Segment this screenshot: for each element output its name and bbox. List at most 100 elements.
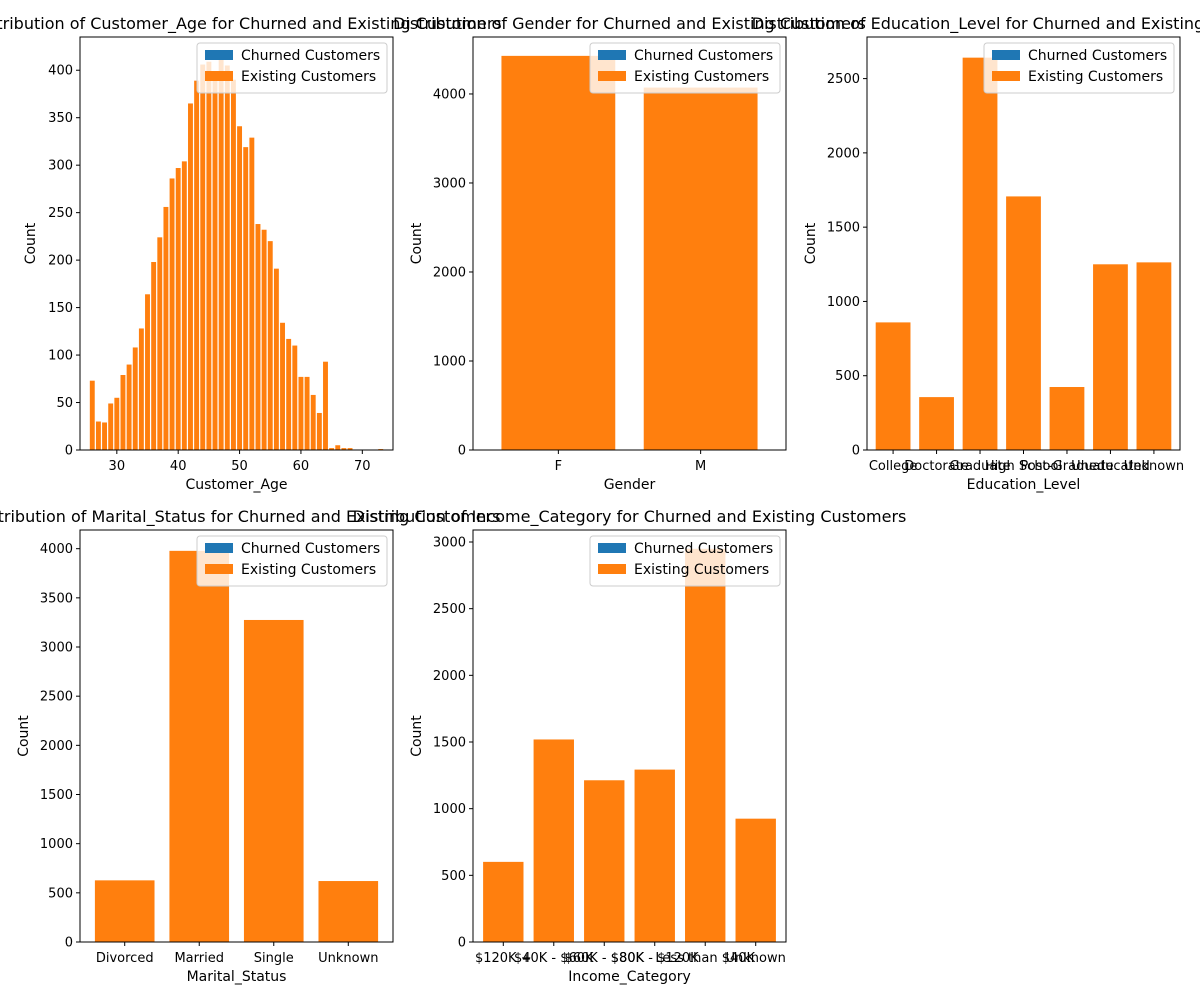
legend-swatch-existing [205,564,233,574]
chart-title: Distribution of Education_Level for Chur… [752,14,1200,34]
y-axis-label: Count [16,715,32,757]
legend-swatch-churned [205,50,233,60]
chart-title: Distribution of Customer_Age for Churned… [0,14,502,34]
bar-existing [685,548,726,942]
bar-existing [243,147,249,450]
x-tick-label: $60K - $80K [564,951,644,966]
bar-existing [292,345,298,450]
bar-existing [230,79,236,450]
x-axis-label: Education_Level [967,477,1081,493]
bar-existing [163,206,169,450]
y-tick-label: 1000 [827,295,860,310]
bars [875,57,1172,450]
chart-title: Distribution of Gender for Churned and E… [393,14,866,33]
bar-existing [643,87,758,450]
y-tick-label: 2000 [433,265,466,280]
y-tick-label: 2000 [433,669,466,684]
x-axis-label: Gender [604,477,656,493]
x-tick-label: F [555,459,562,474]
y-tick-label: 0 [852,444,860,459]
legend-box [589,535,781,587]
bar-existing [735,818,776,942]
bar-existing [102,422,107,450]
legend: Churned Customers Existing Customers [196,535,388,587]
x-tick-label: M [695,459,706,474]
bars [89,57,384,450]
legend-label-churned: Churned Customers [1028,48,1167,64]
y-axis-label: Count [409,222,425,264]
bar-existing [151,262,157,450]
y-tick-label: 500 [441,869,466,884]
bar-existing [261,229,267,450]
x-tick-label: Divorced [96,951,154,966]
legend-box [196,535,388,587]
chart-title: Distribution of Marital_Status for Churn… [0,507,500,527]
x-tick-label: $80K - $120K [611,951,699,966]
bar-existing [249,137,255,450]
bar-existing [298,376,304,450]
bar-existing [501,55,616,450]
bar-existing [483,861,524,942]
x-tick-label: College [869,459,918,474]
bar-existing [114,397,120,450]
legend: Churned Customers Existing Customers [589,42,781,94]
legend-label-churned: Churned Customers [241,541,380,557]
bar-existing [200,64,206,450]
bar-existing [273,268,279,450]
y-tick-label: 3000 [433,536,466,551]
legend-label-existing: Existing Customers [1028,69,1163,85]
bar-existing [962,57,998,450]
y-axis-label: Count [23,222,39,264]
bar-existing [169,178,175,450]
bar-existing [194,80,200,450]
x-axis-label: Customer_Age [185,477,287,493]
x-tick-label: Post-Graduate [1020,459,1113,474]
legend-swatch-existing [598,564,626,574]
bar-existing [329,448,335,450]
bar-existing [341,448,347,450]
subplot-4: 0 500 1000 1500 2000 2500 3000 3500 4000 Divorced… [0,507,500,985]
legend-swatch-churned [598,543,626,553]
y-tick-label: 50 [56,396,73,411]
y-tick-label: 350 [48,111,73,126]
y-tick-label: 250 [48,206,73,221]
y-tick-label: 1000 [40,837,73,852]
y-tick-label: 500 [835,369,860,384]
legend-box [196,42,388,94]
bar-existing [132,347,138,450]
x-tick-label: $120K + [475,951,532,966]
y-tick-label: 400 [48,64,73,79]
bar-existing [267,241,273,450]
y-tick-label: 2500 [40,690,73,705]
bar-existing [169,550,230,942]
x-tick-label: 60 [293,459,310,474]
y-tick-label: 200 [48,254,73,269]
x-tick-label: 40 [170,459,187,474]
bar-existing [347,448,353,450]
y-tick-label: 1000 [433,802,466,817]
bar-existing [1049,387,1085,450]
bar-existing [175,168,181,450]
legend-swatch-churned [598,50,626,60]
bar-existing [108,403,114,450]
y-tick-label: 2000 [827,146,860,161]
x-tick-label: Less than $40K [655,951,755,966]
x-tick-label: Unknown [726,951,786,966]
bar-existing [224,65,230,450]
y-tick-label: 1500 [40,788,73,803]
y-tick-label: 3500 [40,591,73,606]
bar-existing [1136,262,1172,450]
legend-label-existing: Existing Customers [241,562,376,578]
x-tick-label: 30 [109,459,126,474]
legend: Churned Customers Existing Customers [983,42,1175,94]
bar-existing [255,224,261,450]
bar-existing [286,338,292,450]
bars [94,550,379,942]
legend-label-existing: Existing Customers [241,69,376,85]
bar-existing [206,61,212,450]
legend-swatch-existing [992,71,1020,81]
bar-existing [218,57,224,450]
legend-swatch-churned [205,543,233,553]
legend-box [983,42,1175,94]
